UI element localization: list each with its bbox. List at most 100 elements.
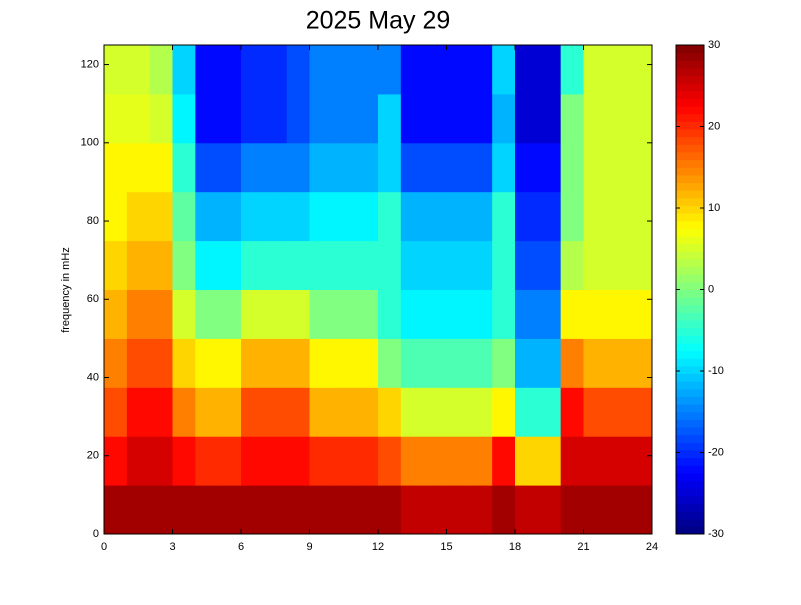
heatmap-cell bbox=[195, 387, 219, 437]
heatmap-cell bbox=[195, 289, 219, 339]
heatmap-cell bbox=[446, 387, 470, 437]
heatmap-cell bbox=[492, 240, 516, 290]
heatmap-cell bbox=[469, 436, 493, 486]
heatmap-cell bbox=[400, 191, 425, 242]
heatmap-cell bbox=[286, 142, 310, 193]
x-tick-label: 0 bbox=[101, 541, 107, 553]
heatmap-cell bbox=[560, 289, 584, 339]
colorbar-swatch bbox=[676, 251, 704, 260]
heatmap-cell bbox=[149, 338, 173, 388]
heatmap-cell bbox=[537, 142, 562, 193]
colorbar-swatch bbox=[676, 297, 704, 306]
heatmap-cell bbox=[469, 387, 493, 437]
heatmap-cell bbox=[560, 387, 584, 437]
heatmap-cell bbox=[126, 387, 151, 437]
colorbar-swatch bbox=[676, 350, 704, 359]
heatmap-cell bbox=[583, 289, 607, 339]
colorbar-swatch bbox=[676, 449, 704, 459]
heatmap-cell bbox=[583, 142, 607, 193]
y-axis-label: frequency in mHz bbox=[60, 247, 72, 333]
colorbar-swatch bbox=[676, 503, 704, 512]
heatmap-cell bbox=[149, 436, 173, 486]
heatmap-cell bbox=[309, 191, 333, 242]
heatmap-cell bbox=[492, 191, 516, 242]
heatmap-cell bbox=[309, 436, 333, 486]
heatmap-cell bbox=[583, 387, 607, 437]
heatmap-cell bbox=[286, 436, 310, 486]
heatmap-cell bbox=[560, 240, 584, 290]
heatmap-cell bbox=[355, 240, 379, 290]
heatmap-cell bbox=[515, 436, 539, 486]
heatmap-cell bbox=[241, 436, 265, 486]
heatmap-cell bbox=[492, 142, 516, 193]
heatmap-cell bbox=[149, 142, 173, 193]
colorbar-swatch bbox=[676, 228, 704, 237]
y-tick-label: 100 bbox=[81, 137, 99, 149]
heatmap-cell bbox=[286, 387, 310, 437]
heatmap-cell bbox=[104, 338, 128, 388]
colorbar-swatch bbox=[676, 45, 704, 54]
colorbar-swatch bbox=[676, 113, 704, 122]
heatmap-cell bbox=[241, 387, 265, 437]
colorbar-swatch bbox=[676, 472, 704, 482]
colorbar-swatch bbox=[676, 320, 704, 329]
colorbar-swatch bbox=[676, 281, 704, 290]
heatmap-cell bbox=[195, 240, 219, 290]
heatmap-cell bbox=[515, 93, 539, 144]
x-tick-label: 24 bbox=[646, 541, 658, 553]
heatmap-cell bbox=[218, 387, 242, 437]
heatmap-cell bbox=[309, 93, 333, 144]
heatmap-cell bbox=[606, 142, 630, 193]
heatmap-cell bbox=[355, 191, 379, 242]
heatmap-cell bbox=[241, 240, 265, 290]
heatmap-cell bbox=[355, 142, 379, 193]
heatmap-cell bbox=[423, 387, 447, 437]
colorbar-swatch bbox=[676, 136, 704, 145]
heatmap-cell bbox=[218, 142, 242, 193]
heatmap-cell bbox=[149, 387, 173, 437]
heatmap-cell bbox=[446, 436, 470, 486]
heatmap-cell bbox=[218, 436, 242, 486]
heatmap-cell bbox=[286, 485, 310, 535]
colorbar-swatch bbox=[676, 396, 704, 405]
heatmap-cell bbox=[606, 485, 630, 535]
y-tick-label: 120 bbox=[81, 58, 99, 70]
heatmap-cell bbox=[149, 45, 173, 95]
colorbar-swatch bbox=[676, 258, 704, 268]
colorbar-swatch bbox=[676, 342, 704, 352]
heatmap-cell bbox=[149, 240, 173, 290]
heatmap-cell bbox=[286, 240, 310, 290]
heatmap-cell bbox=[492, 93, 516, 144]
heatmap-cell bbox=[241, 45, 265, 95]
heatmap-cell bbox=[560, 436, 584, 486]
heatmap-cell bbox=[195, 436, 219, 486]
heatmap-cell bbox=[583, 485, 607, 535]
heatmap-cell bbox=[400, 387, 425, 437]
colorbar-swatch bbox=[676, 419, 704, 428]
heatmap-cell bbox=[492, 338, 516, 388]
colorbar-tick-label: -10 bbox=[708, 365, 724, 377]
colorbar-swatch bbox=[676, 404, 704, 413]
heatmap-cell bbox=[560, 485, 584, 535]
colorbar-swatch bbox=[676, 266, 704, 275]
heatmap-cell bbox=[309, 45, 333, 95]
heatmap-cell bbox=[218, 289, 242, 339]
heatmap-cell bbox=[126, 93, 151, 144]
heatmap-cell bbox=[400, 436, 425, 486]
heatmap-cell bbox=[218, 338, 242, 388]
colorbar-tick-label: 0 bbox=[708, 283, 714, 295]
heatmap-cell bbox=[629, 93, 653, 144]
heatmap-cell bbox=[378, 191, 402, 242]
heatmap-cell bbox=[355, 289, 379, 339]
heatmap-cell bbox=[332, 142, 356, 193]
heatmap-cell bbox=[332, 436, 356, 486]
heatmap-cell bbox=[104, 436, 128, 486]
heatmap-cell bbox=[309, 142, 333, 193]
heatmap-cell bbox=[400, 485, 425, 535]
heatmap-cell bbox=[423, 289, 447, 339]
heatmap-cell bbox=[309, 240, 333, 290]
heatmap-cell bbox=[172, 142, 196, 193]
heatmap-cell bbox=[446, 142, 470, 193]
heatmap-cell bbox=[423, 485, 447, 535]
y-tick-label: 20 bbox=[87, 450, 99, 462]
